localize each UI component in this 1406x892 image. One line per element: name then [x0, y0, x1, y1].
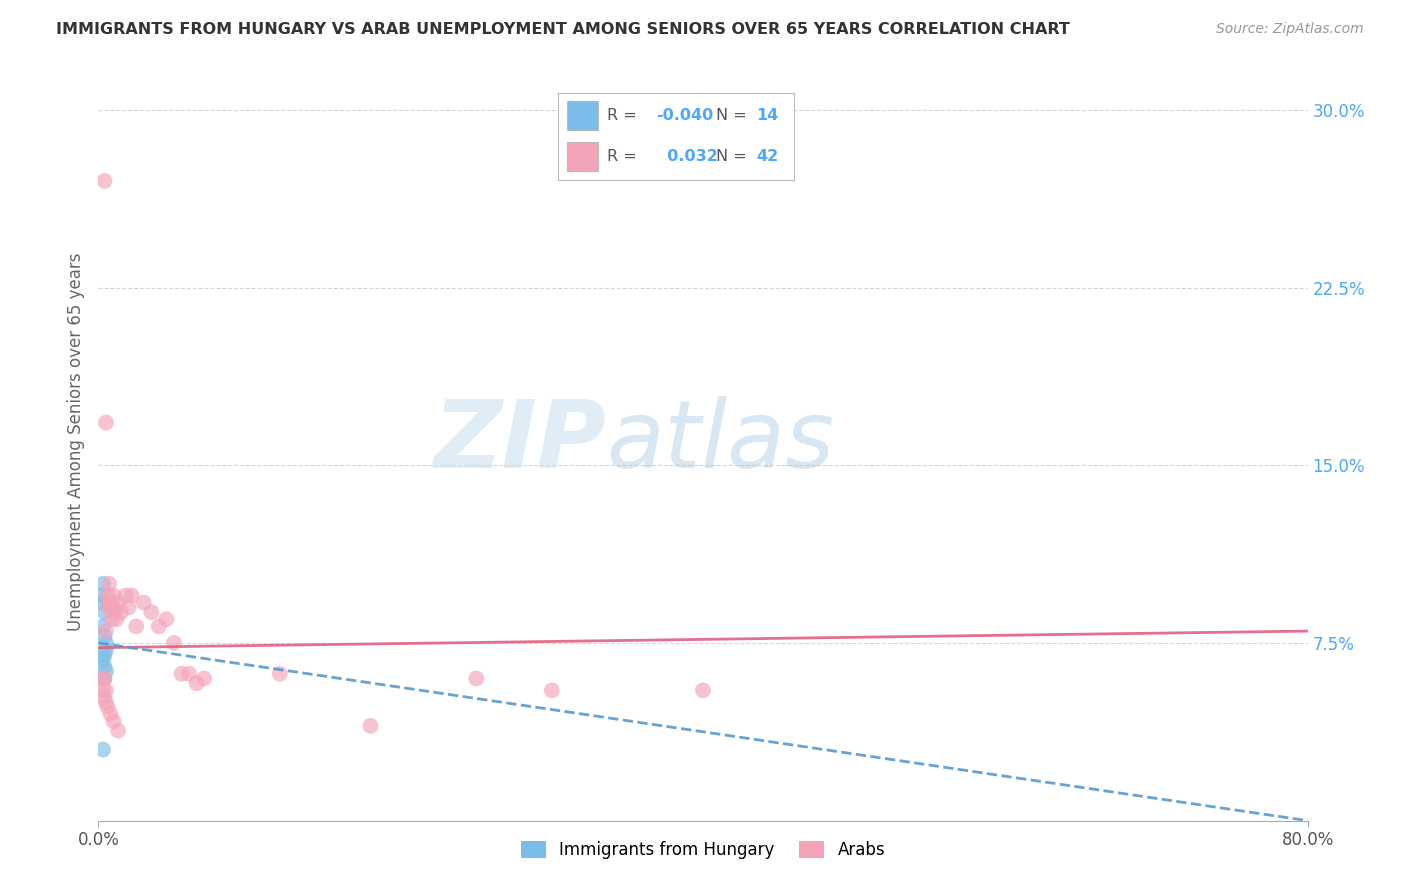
Point	[104, 605, 127, 619]
Point	[148, 619, 170, 633]
Point	[90, 589, 112, 603]
Point	[269, 666, 291, 681]
Point	[93, 605, 115, 619]
Point	[100, 596, 122, 610]
Point	[93, 690, 115, 705]
Point	[93, 672, 115, 686]
Point	[93, 629, 115, 643]
Point	[103, 714, 125, 728]
Point	[121, 589, 143, 603]
Point	[91, 652, 114, 666]
Point	[100, 706, 122, 721]
Point	[118, 600, 141, 615]
Point	[94, 683, 117, 698]
Point	[163, 636, 186, 650]
Point	[91, 619, 114, 633]
Point	[94, 624, 117, 639]
Point	[91, 672, 114, 686]
Point	[91, 742, 114, 756]
Point	[94, 665, 117, 679]
Point	[94, 636, 117, 650]
Point	[101, 612, 124, 626]
Point	[186, 676, 208, 690]
Text: atlas: atlas	[606, 396, 835, 487]
Text: IMMIGRANTS FROM HUNGARY VS ARAB UNEMPLOYMENT AMONG SENIORS OVER 65 YEARS CORRELA: IMMIGRANTS FROM HUNGARY VS ARAB UNEMPLOY…	[56, 22, 1070, 37]
Y-axis label: Unemployment Among Seniors over 65 years: Unemployment Among Seniors over 65 years	[66, 252, 84, 631]
Point	[132, 596, 155, 610]
Point	[93, 648, 115, 662]
Point	[110, 605, 132, 619]
Point	[91, 576, 114, 591]
Text: ZIP: ZIP	[433, 395, 606, 488]
Point	[94, 643, 117, 657]
Point	[93, 659, 115, 673]
Point	[114, 589, 136, 603]
Text: Source: ZipAtlas.com: Source: ZipAtlas.com	[1216, 22, 1364, 37]
Point	[179, 666, 201, 681]
Point	[96, 589, 118, 603]
Point	[98, 576, 121, 591]
Point	[96, 600, 118, 615]
Point	[465, 672, 488, 686]
Point	[93, 672, 115, 686]
Point	[94, 416, 117, 430]
Point	[170, 666, 193, 681]
Point	[91, 596, 114, 610]
Point	[96, 699, 118, 714]
Point	[107, 596, 129, 610]
Point	[360, 719, 382, 733]
Point	[103, 589, 125, 603]
Legend: Immigrants from Hungary, Arabs: Immigrants from Hungary, Arabs	[515, 834, 891, 865]
Point	[692, 683, 714, 698]
Point	[103, 600, 125, 615]
Point	[141, 605, 163, 619]
Point	[91, 683, 114, 698]
Point	[155, 612, 177, 626]
Point	[94, 695, 117, 709]
Point	[193, 672, 215, 686]
Point	[107, 723, 129, 738]
Point	[540, 683, 562, 698]
Point	[125, 619, 148, 633]
Point	[105, 612, 128, 626]
Point	[93, 174, 115, 188]
